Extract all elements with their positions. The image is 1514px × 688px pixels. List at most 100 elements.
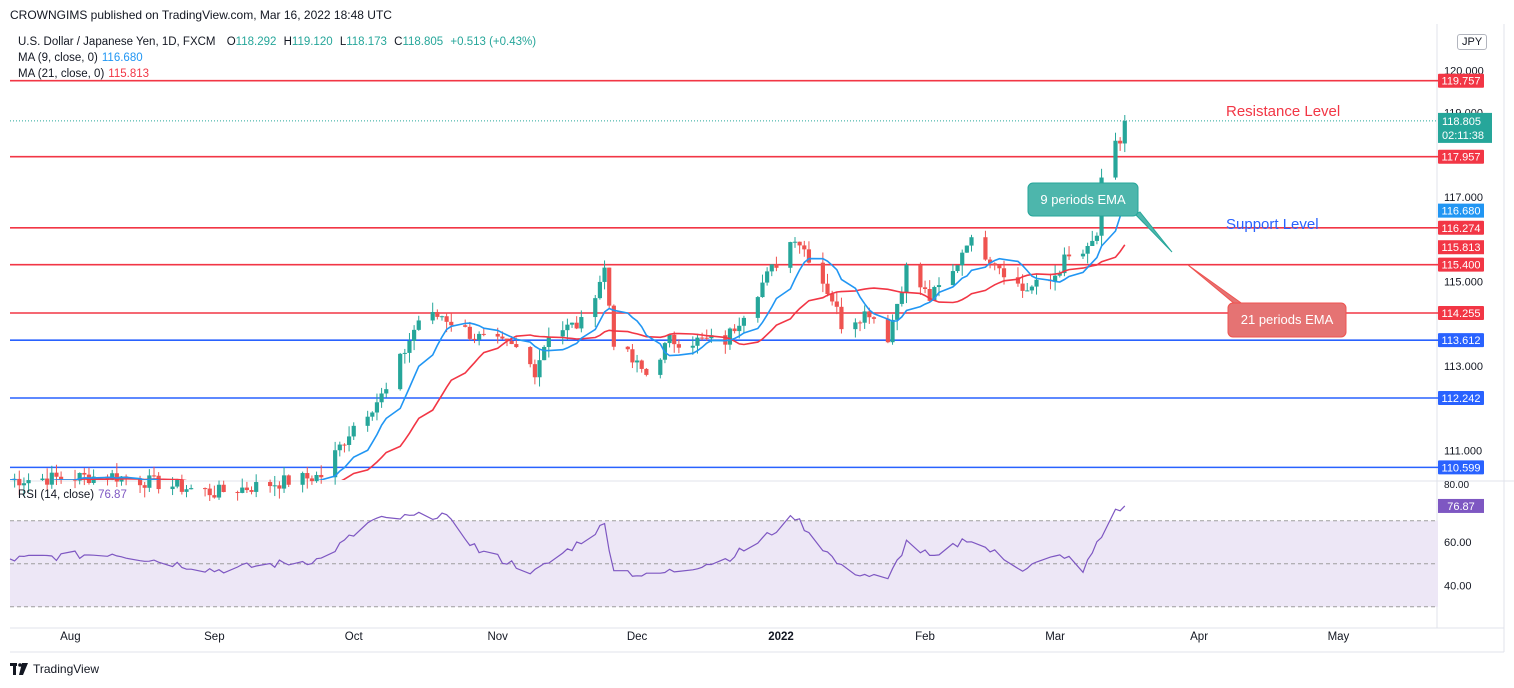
candle-body xyxy=(1015,277,1021,284)
candle xyxy=(676,339,681,354)
candle-body xyxy=(156,475,161,490)
candle-body xyxy=(922,287,928,290)
candle-body xyxy=(992,263,997,266)
symbol-legend: U.S. Dollar / Japanese Yen, 1D, FXCM O11… xyxy=(18,36,536,48)
candle-body xyxy=(244,487,249,491)
candle-body xyxy=(235,492,240,494)
candle-body xyxy=(319,474,324,478)
candle-body xyxy=(964,245,969,253)
candle xyxy=(439,315,445,321)
candle xyxy=(1122,115,1127,153)
candle xyxy=(658,358,663,379)
candle xyxy=(216,480,222,500)
rsi-value-tag-label: 76.87 xyxy=(1447,501,1475,513)
candle xyxy=(221,480,226,493)
candle-body xyxy=(760,282,765,298)
candle xyxy=(792,237,798,248)
candle xyxy=(802,240,807,257)
currency-badge[interactable]: JPY xyxy=(1457,34,1488,50)
candle xyxy=(254,474,259,498)
candle-body xyxy=(769,264,774,272)
candle xyxy=(175,478,180,489)
close-value: 118.805 xyxy=(402,36,444,48)
candle xyxy=(286,474,291,488)
candle-body xyxy=(1020,283,1025,291)
candle-body xyxy=(528,347,533,365)
candle-body xyxy=(546,336,551,347)
candle-body xyxy=(216,484,222,498)
candle xyxy=(333,441,338,485)
candle-body xyxy=(667,334,672,344)
candle xyxy=(918,262,923,295)
candle xyxy=(337,441,342,457)
grid-lines xyxy=(10,24,1514,653)
candle-body xyxy=(1062,254,1067,274)
candle xyxy=(569,322,575,328)
candle xyxy=(997,264,1002,275)
candle xyxy=(853,318,858,338)
candle-body xyxy=(700,337,705,339)
candle-body xyxy=(634,360,640,363)
level-price-label: 113.612 xyxy=(1442,335,1481,347)
candle-body xyxy=(611,305,616,347)
candle xyxy=(402,348,407,364)
candle-body xyxy=(644,368,649,375)
candle xyxy=(774,256,779,272)
candle-body xyxy=(342,444,347,446)
candle-body xyxy=(439,316,445,318)
rsi-line xyxy=(9,505,1126,580)
rsi-pane xyxy=(9,505,1438,608)
rsi-tick-label: 60.00 xyxy=(1444,537,1472,549)
x-tick-label: Aug xyxy=(60,631,80,643)
candle xyxy=(309,475,315,485)
candle xyxy=(737,317,742,339)
candle-body xyxy=(1053,275,1058,282)
candle-body xyxy=(398,353,403,390)
ma21-tag xyxy=(1438,240,1484,255)
candle xyxy=(1020,274,1025,298)
candle-body xyxy=(472,338,477,340)
candle-body xyxy=(59,476,64,480)
candle-body xyxy=(890,319,895,343)
candle xyxy=(249,486,254,495)
candle xyxy=(862,305,867,329)
candle-body xyxy=(184,489,189,492)
candle xyxy=(477,331,482,346)
open-value: 118.292 xyxy=(235,36,277,48)
level-price-label: 112.242 xyxy=(1442,393,1481,405)
candle-body xyxy=(40,478,45,481)
candle-body xyxy=(268,482,273,487)
candle-body xyxy=(17,478,22,486)
candle-body xyxy=(346,436,352,445)
candle-body xyxy=(895,303,900,320)
candle-body xyxy=(1094,235,1100,241)
level-price-tag xyxy=(1438,460,1484,475)
candle xyxy=(625,346,630,352)
candle xyxy=(49,465,54,489)
candle xyxy=(54,464,59,486)
candle-body xyxy=(532,364,537,378)
candle-body xyxy=(337,444,342,451)
rsi-value-tag xyxy=(1438,498,1484,513)
candle xyxy=(634,354,640,373)
candle-body xyxy=(1085,245,1090,254)
moving-averages xyxy=(10,201,1126,480)
level-price-tag xyxy=(1438,306,1484,321)
low-value: 118.173 xyxy=(346,36,387,48)
candle-body xyxy=(732,328,737,332)
candle-body xyxy=(82,472,87,475)
candle-body xyxy=(955,265,960,272)
x-tick-label: Apr xyxy=(1190,631,1208,643)
candle xyxy=(546,327,551,358)
candle-body xyxy=(834,301,839,307)
candle-body xyxy=(904,265,909,294)
candle xyxy=(342,443,347,453)
candle-body xyxy=(137,478,143,486)
candle-body xyxy=(932,287,937,301)
candle-body xyxy=(384,389,389,394)
candle xyxy=(806,241,812,264)
ema9-callout-pointer xyxy=(1134,211,1173,253)
candle xyxy=(504,338,510,347)
candle-body xyxy=(569,322,575,325)
